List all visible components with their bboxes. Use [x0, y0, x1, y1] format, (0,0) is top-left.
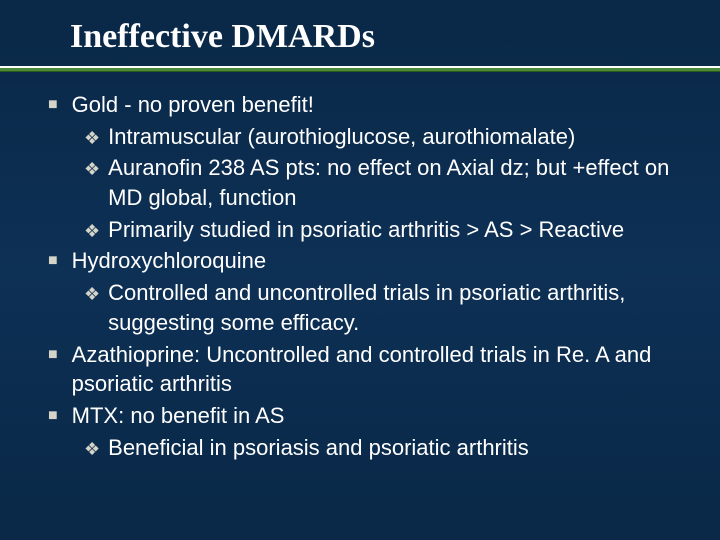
sub-bullet-item: ❖ Auranofin 238 AS pts: no effect on Axi… — [84, 153, 690, 212]
sub-bullet-item: ❖ Intramuscular (aurothioglucose, auroth… — [84, 122, 690, 152]
bullet-text: Primarily studied in psoriatic arthritis… — [108, 215, 624, 245]
content-area: ■ Gold - no proven benefit! ❖ Intramuscu… — [0, 90, 720, 462]
bullet-text: Azathioprine: Uncontrolled and controlle… — [72, 340, 690, 399]
bullet-text: MTX: no benefit in AS — [72, 401, 285, 431]
separator-bar — [0, 66, 720, 72]
bullet-text: Beneficial in psoriasis and psoriatic ar… — [108, 433, 529, 463]
bullet-text: Auranofin 238 AS pts: no effect on Axial… — [108, 153, 690, 212]
bullet-text: Hydroxychloroquine — [72, 246, 266, 276]
diamond-bullet-icon: ❖ — [84, 282, 100, 306]
bullet-item: ■ Azathioprine: Uncontrolled and control… — [48, 340, 690, 399]
bullet-item: ■ MTX: no benefit in AS — [48, 401, 690, 431]
bullet-text: Controlled and uncontrolled trials in ps… — [108, 278, 690, 337]
square-bullet-icon: ■ — [48, 250, 58, 272]
diamond-bullet-icon: ❖ — [84, 437, 100, 461]
slide: Ineffective DMARDs ■ Gold - no proven be… — [0, 0, 720, 540]
sub-bullet-item: ❖ Primarily studied in psoriatic arthrit… — [84, 215, 690, 245]
diamond-bullet-icon: ❖ — [84, 126, 100, 150]
bullet-text: Intramuscular (aurothioglucose, aurothio… — [108, 122, 575, 152]
bullet-item: ■ Hydroxychloroquine — [48, 246, 690, 276]
square-bullet-icon: ■ — [48, 344, 58, 366]
bullet-item: ■ Gold - no proven benefit! — [48, 90, 690, 120]
sub-bullet-item: ❖ Beneficial in psoriasis and psoriatic … — [84, 433, 690, 463]
square-bullet-icon: ■ — [48, 405, 58, 427]
bullet-text: Gold - no proven benefit! — [72, 90, 314, 120]
square-bullet-icon: ■ — [48, 94, 58, 116]
diamond-bullet-icon: ❖ — [84, 219, 100, 243]
slide-title: Ineffective DMARDs — [70, 18, 720, 56]
title-area: Ineffective DMARDs — [0, 0, 720, 56]
diamond-bullet-icon: ❖ — [84, 157, 100, 181]
sub-bullet-item: ❖ Controlled and uncontrolled trials in … — [84, 278, 690, 337]
